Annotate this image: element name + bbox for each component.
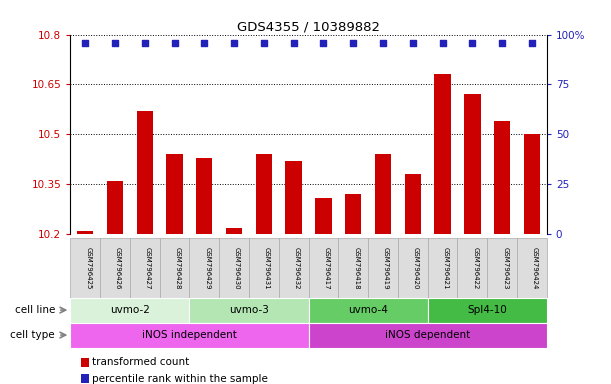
Bar [70,238,100,298]
Text: Spl4-10: Spl4-10 [467,305,507,315]
Bar [345,194,362,234]
Bar [189,298,309,323]
Bar [279,238,309,298]
Bar [458,238,488,298]
Bar [77,231,93,234]
Bar [428,238,458,298]
Point [437,40,447,46]
Bar [404,174,421,234]
Bar [464,94,481,234]
Point [408,40,418,46]
Text: GSM796428: GSM796428 [175,247,180,289]
Point [289,40,299,46]
Text: uvmo-4: uvmo-4 [348,305,388,315]
Point [318,40,328,46]
Text: uvmo-3: uvmo-3 [229,305,269,315]
Bar [136,111,153,234]
Bar [428,298,547,323]
Bar [159,238,189,298]
Bar [524,134,540,234]
Text: uvmo-2: uvmo-2 [110,305,150,315]
Bar [70,298,189,323]
Bar [166,154,183,234]
Bar [70,323,309,348]
Point [199,40,209,46]
Bar [107,181,123,234]
Text: GSM796420: GSM796420 [413,247,419,289]
Bar [309,323,547,348]
Bar [375,154,391,234]
Text: percentile rank within the sample: percentile rank within the sample [92,374,268,384]
Bar [285,161,302,234]
Text: GSM796422: GSM796422 [472,247,478,289]
Text: GSM796429: GSM796429 [204,247,210,289]
Bar [130,238,159,298]
Text: GSM796425: GSM796425 [85,247,91,289]
Text: GSM796426: GSM796426 [115,247,121,289]
Point [80,40,90,46]
Point [348,40,358,46]
Text: GSM796423: GSM796423 [502,247,508,289]
Bar [255,154,272,234]
Bar [100,238,130,298]
Point [140,40,150,46]
Text: cell line: cell line [15,305,55,315]
Text: cell type: cell type [10,330,55,340]
Bar [494,121,510,234]
Bar [315,198,332,234]
Point [229,40,239,46]
Point [170,40,180,46]
Text: GSM796421: GSM796421 [442,247,448,289]
Bar [368,238,398,298]
Point [467,40,477,46]
Bar [398,238,428,298]
Bar [189,238,219,298]
Bar [226,228,243,234]
Title: GDS4355 / 10389882: GDS4355 / 10389882 [237,20,380,33]
Point [527,40,537,46]
Point [378,40,388,46]
Text: GSM796417: GSM796417 [323,247,329,289]
Bar [249,238,279,298]
Text: GSM796430: GSM796430 [234,247,240,289]
Bar [309,238,338,298]
Bar [488,238,517,298]
Point [497,40,507,46]
Text: GSM796431: GSM796431 [264,247,270,289]
Point [110,40,120,46]
Text: iNOS dependent: iNOS dependent [385,330,470,340]
Bar [338,238,368,298]
Text: GSM796424: GSM796424 [532,247,538,289]
Bar [196,158,213,234]
Bar [219,238,249,298]
Text: GSM796427: GSM796427 [145,247,151,289]
Text: GSM796432: GSM796432 [294,247,299,289]
Point [259,40,269,46]
Text: GSM796418: GSM796418 [353,247,359,289]
Bar [309,298,428,323]
Text: GSM796419: GSM796419 [383,247,389,289]
Text: transformed count: transformed count [92,357,189,367]
Bar [434,74,451,234]
Text: iNOS independent: iNOS independent [142,330,237,340]
Bar [517,238,547,298]
